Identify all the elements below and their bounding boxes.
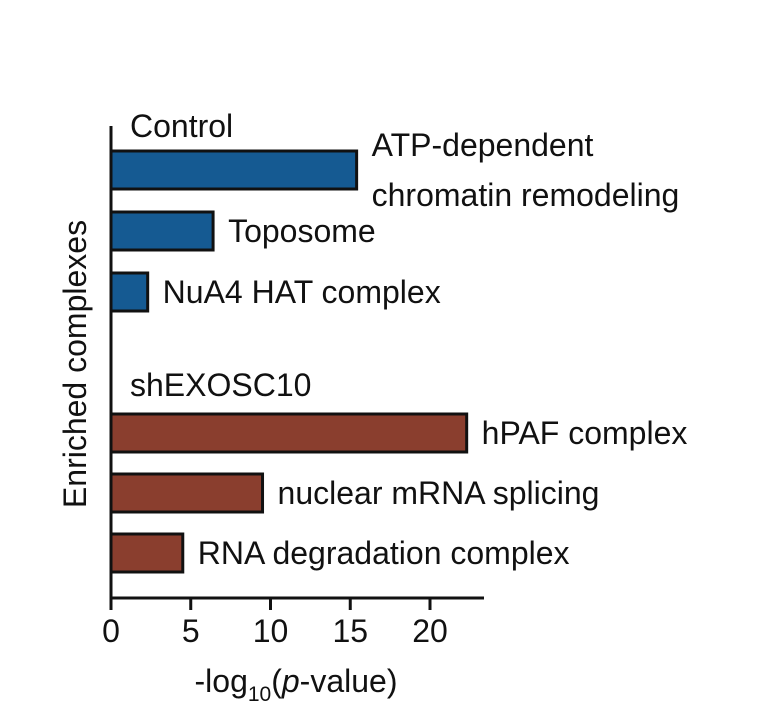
x-tick-label: 10 [253,613,289,649]
chart-axes: 0 5 10 15 20 [102,126,484,649]
y-axis-title: Enriched complexes [57,220,93,508]
bar [109,472,265,514]
x-axis-title: -log10(p-value) [195,663,398,706]
bar-label: RNA degradation complex [198,535,570,571]
bar-label: chromatin remodeling [372,177,680,213]
group-label: shEXOSC10 [130,367,311,403]
bar-label: ATP-dependent [372,127,594,163]
bar [109,532,185,574]
x-tick-label: 5 [182,613,200,649]
x-tick-label: 15 [332,613,368,649]
x-tick-label: 0 [102,613,120,649]
bar-label: hPAF complex [482,415,688,451]
bar [109,412,469,454]
bar-label: Toposome [228,213,376,249]
bar [109,271,150,313]
chart-marks: Control ATP-dependent chromatin remodeling… [109,108,688,574]
group-label: Control [130,108,233,144]
bar [109,210,215,252]
bar-label: nuclear mRNA splicing [278,475,600,511]
x-tick-label: 20 [412,613,448,649]
bar [109,149,359,191]
bar-label: NuA4 HAT complex [163,274,441,310]
